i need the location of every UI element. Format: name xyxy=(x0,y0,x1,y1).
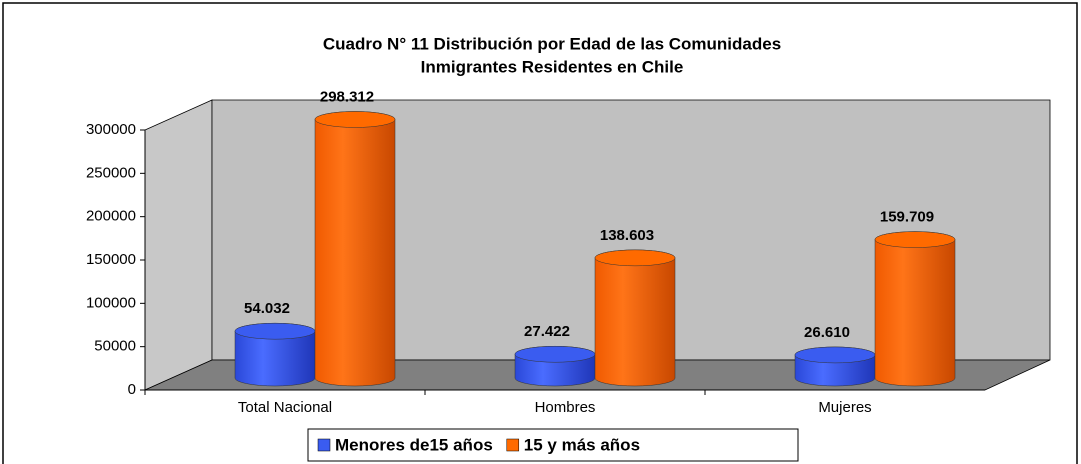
y-tick-label: 250000 xyxy=(86,164,136,181)
y-tick-label: 200000 xyxy=(86,208,136,225)
value-label: 26.610 xyxy=(804,324,850,341)
chart-title: Cuadro N° 11 Distribución por Edad de la… xyxy=(323,34,781,53)
bar-top xyxy=(594,249,676,267)
value-label: 138.603 xyxy=(600,227,654,244)
value-label: 27.422 xyxy=(524,323,570,340)
bar xyxy=(874,231,956,387)
x-tick-label: Hombres xyxy=(535,399,596,416)
bar-top xyxy=(234,322,316,340)
legend-swatch xyxy=(317,438,331,452)
value-label: 298.312 xyxy=(320,88,374,105)
legend-swatch xyxy=(506,438,520,452)
bar xyxy=(594,249,676,387)
y-tick-label: 150000 xyxy=(86,251,136,268)
bar-top xyxy=(874,231,956,248)
legend xyxy=(307,428,799,462)
value-label: 159.709 xyxy=(880,209,934,226)
value-label: 54.032 xyxy=(244,300,290,317)
bar xyxy=(314,111,396,387)
bar-top xyxy=(514,345,596,363)
legend-label: 15 y más años xyxy=(524,435,640,454)
y-tick-label: 300000 xyxy=(86,121,136,138)
y-tick-label: 100000 xyxy=(86,294,136,311)
chart-title: Inmigrantes Residentes en Chile xyxy=(421,57,684,76)
bar-top xyxy=(314,111,396,128)
y-tick-label: 0 xyxy=(128,381,136,398)
legend-label: Menores de15 años xyxy=(335,435,493,454)
y-tick-label: 50000 xyxy=(94,338,136,355)
x-tick-label: Mujeres xyxy=(818,399,871,416)
side-wall xyxy=(144,99,213,391)
x-tick-label: Total Nacional xyxy=(238,399,332,416)
bar-top xyxy=(794,346,876,364)
